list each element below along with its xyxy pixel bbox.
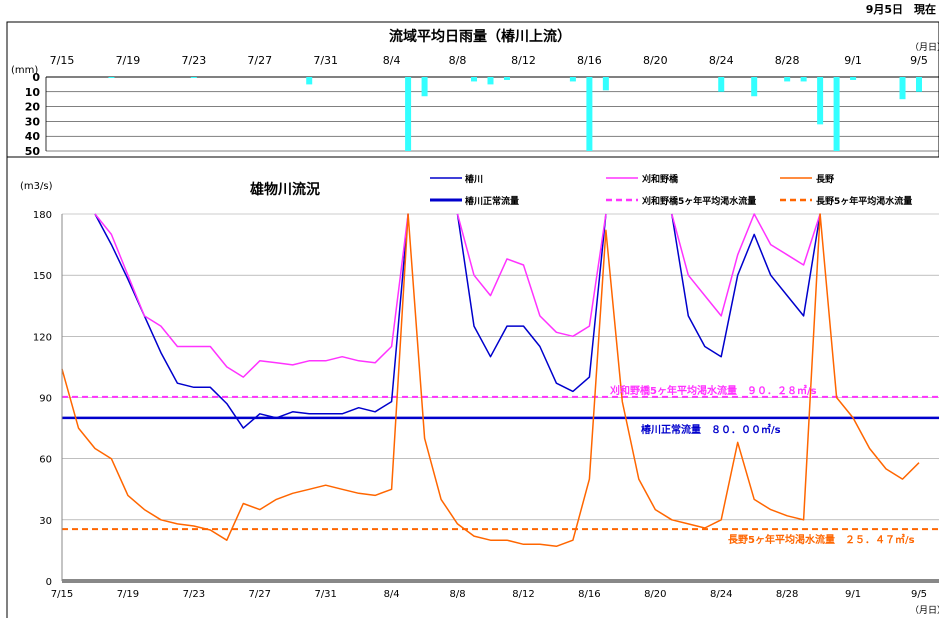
rain-bar bbox=[751, 77, 758, 97]
flow-reference-lines bbox=[62, 395, 939, 531]
rain-bar bbox=[190, 77, 197, 78]
flow-chart-title: 雄物川流況 bbox=[249, 181, 320, 198]
flow-x-tick-label: 8/16 bbox=[578, 589, 600, 600]
flow-x-tick-label: 8/8 bbox=[449, 589, 465, 600]
rain-x-tick-label: 8/28 bbox=[775, 54, 800, 67]
rain-chart-ylabel: (mm) bbox=[11, 65, 38, 76]
rain-chart-xunit: （月日） bbox=[910, 42, 939, 53]
flow-y-tick-label: 0 bbox=[46, 577, 52, 588]
flow-x-tick-label: 8/4 bbox=[384, 589, 400, 600]
rain-bar bbox=[800, 77, 807, 82]
flow-series bbox=[61, 213, 920, 548]
rain-y-tick-label: 10 bbox=[25, 86, 41, 99]
rain-bar bbox=[850, 77, 857, 80]
flow-x-tick-label: 8/24 bbox=[710, 589, 732, 600]
rain-x-tick-label: 8/8 bbox=[449, 54, 467, 67]
flow-x-tick-label: 8/12 bbox=[512, 589, 534, 600]
date-label: 9月5日 現在 bbox=[866, 2, 936, 16]
rain-bar bbox=[108, 77, 115, 78]
annotation-nagano-5yr: 長野5ヶ年平均渇水流量 ２５．４７㎥/s bbox=[728, 533, 915, 546]
rain-x-tick-label: 7/15 bbox=[50, 54, 75, 67]
flow-x-tick-label: 9/5 bbox=[911, 589, 927, 600]
rain-x-tick-label: 8/12 bbox=[511, 54, 536, 67]
flow-x-tick-label: 9/1 bbox=[845, 589, 861, 600]
rain-x-tick-label: 8/20 bbox=[643, 54, 668, 67]
rain-chart-title: 流域平均日雨量（椿川上流） bbox=[389, 28, 571, 45]
flow-y-tick-label: 30 bbox=[39, 516, 52, 527]
legend-label-kariwano: 刈和野橋 bbox=[642, 173, 679, 185]
flow-axes: 0 30 60 90 120 150 180 7/15 7/19 7/23 7/27 7/31 8/4 8… bbox=[33, 210, 939, 600]
rain-bars bbox=[108, 77, 922, 151]
rain-grid bbox=[45, 76, 939, 152]
flow-chart: (m3/s) 雄物川流況 椿川 刈和野橋 長野 椿川正常流量 刈和野橋5ヶ年平均… bbox=[6, 157, 939, 618]
flow-x-tick-label: 7/15 bbox=[51, 589, 73, 600]
annotation-kariwano-5yr: 刈和野橋5ヶ年平均渇水流量 ９０．２８㎥/s bbox=[610, 384, 817, 397]
rain-bar bbox=[405, 77, 412, 151]
rain-bar bbox=[817, 77, 824, 125]
flow-x-tick-label: 7/31 bbox=[314, 589, 336, 600]
rain-bar bbox=[899, 77, 906, 100]
rain-x-ticks: 7/15 7/19 7/23 7/27 7/31 8/4 8/8 8/12 8/16 8/20 8/… bbox=[50, 54, 928, 67]
rain-bar bbox=[784, 77, 791, 82]
rain-y-tick-label: 0 bbox=[32, 71, 40, 84]
rain-bar bbox=[718, 77, 725, 92]
legend-label-nagano: 長野 bbox=[816, 174, 834, 185]
rain-x-tick-label: 7/23 bbox=[181, 54, 206, 67]
rain-bar bbox=[916, 77, 922, 92]
series-nagano bbox=[61, 213, 920, 548]
rain-x-tick-label: 7/31 bbox=[313, 54, 338, 67]
rain-bar bbox=[569, 77, 576, 82]
rain-x-tick-label: 9/1 bbox=[844, 54, 862, 67]
flow-x-tick-label: 7/19 bbox=[117, 589, 139, 600]
rain-bar bbox=[306, 77, 313, 85]
legend-label-tsubakigawa-normal: 椿川正常流量 bbox=[465, 195, 519, 207]
rain-x-tick-label: 8/4 bbox=[383, 54, 401, 67]
series-kariwano bbox=[94, 213, 821, 378]
rain-bar bbox=[487, 77, 494, 85]
rain-y-tick-label: 20 bbox=[25, 101, 41, 114]
legend-label-nagano-5yr: 長野5ヶ年平均渇水流量 bbox=[816, 195, 912, 207]
rain-bar bbox=[602, 77, 609, 91]
legend: 椿川 刈和野橋 長野 椿川正常流量 刈和野橋5ヶ年平均渇水流量 長野5ヶ年平均渇… bbox=[430, 173, 912, 207]
flow-y-tick-label: 150 bbox=[33, 271, 52, 282]
flow-grid bbox=[62, 213, 939, 521]
rain-x-tick-label: 8/16 bbox=[577, 54, 602, 67]
flow-x-tick-label: 8/28 bbox=[776, 589, 798, 600]
flow-chart-ylabel: (m3/s) bbox=[20, 181, 53, 192]
flow-x-tick-label: 7/27 bbox=[249, 589, 271, 600]
rain-y-tick-label: 40 bbox=[25, 130, 41, 143]
flow-chart-xunit: （月日） bbox=[910, 605, 939, 616]
rain-bar bbox=[471, 77, 478, 82]
rain-bar bbox=[421, 77, 428, 97]
flow-y-tick-label: 90 bbox=[39, 394, 52, 405]
rain-x-tick-label: 7/27 bbox=[247, 54, 272, 67]
rain-x-tick-label: 9/5 bbox=[910, 54, 928, 67]
rain-x-tick-label: 7/19 bbox=[116, 54, 141, 67]
flow-y-tick-label: 120 bbox=[33, 332, 52, 343]
rain-bar bbox=[833, 77, 840, 151]
rain-y-tick-label: 30 bbox=[25, 115, 41, 128]
legend-label-tsubakigawa: 椿川 bbox=[465, 173, 483, 185]
flow-x-tick-label: 8/20 bbox=[644, 589, 666, 600]
series-tsubakigawa bbox=[94, 213, 821, 429]
flow-y-tick-label: 180 bbox=[33, 210, 52, 221]
rain-bar bbox=[503, 77, 510, 80]
annotation-tsubakigawa-normal: 椿川正常流量 ８０．００㎥/s bbox=[641, 423, 781, 436]
flow-y-tick-label: 60 bbox=[39, 455, 52, 466]
flow-x-tick-label: 7/23 bbox=[183, 589, 205, 600]
rain-x-tick-label: 8/24 bbox=[709, 54, 734, 67]
rain-y-tick-label: 50 bbox=[25, 145, 41, 158]
rain-chart-frame bbox=[6, 21, 939, 158]
rain-bar bbox=[586, 77, 593, 151]
legend-label-kariwano-5yr: 刈和野橋5ヶ年平均渇水流量 bbox=[642, 195, 756, 207]
